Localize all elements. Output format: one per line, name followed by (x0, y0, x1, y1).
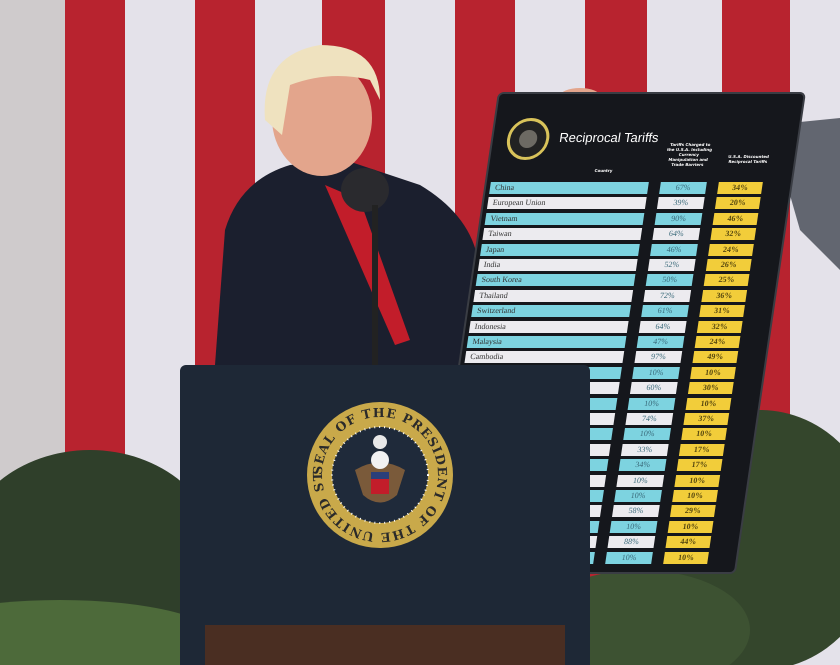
reciprocal-tariff-cell: 10% (685, 397, 732, 410)
table-row: Japan 46% 24% (480, 243, 778, 256)
reciprocal-tariff-cell: 10% (674, 474, 721, 487)
reciprocal-tariff-cell: 37% (683, 413, 730, 425)
reciprocal-tariff-cell: 29% (669, 505, 716, 518)
tariff-charged-cell: 34% (618, 459, 667, 472)
tariff-charged-cell: 10% (627, 397, 676, 410)
tariff-charged-cell: 52% (647, 259, 696, 271)
podium-base (205, 625, 565, 665)
tariff-charged-cell: 64% (652, 228, 701, 241)
table-row: European Union 39% 20% (486, 197, 785, 210)
presidential-seal-small-icon (504, 118, 553, 160)
country-cell: Vietnam (484, 212, 645, 225)
country-cell: Japan (480, 243, 640, 256)
tariff-charged-cell: 74% (625, 413, 674, 425)
header-reciprocal-tariffs: U.S.A. Discounted Reciprocal Tariffs (727, 154, 770, 164)
reciprocal-tariff-cell: 49% (692, 351, 739, 364)
country-cell: Taiwan (482, 228, 643, 241)
tariff-charged-cell: 47% (636, 336, 685, 348)
tariff-charged-cell: 10% (614, 490, 662, 502)
tariff-charged-cell: 10% (616, 474, 665, 487)
table-row: China 67% 34% (489, 182, 787, 194)
reciprocal-tariff-cell: 17% (676, 459, 723, 472)
tariff-charged-cell: 90% (654, 212, 703, 225)
tariff-charged-cell: 10% (623, 428, 671, 441)
tariff-charged-cell: 88% (607, 536, 656, 549)
tariff-charged-cell: 97% (634, 351, 683, 364)
country-cell: Cambodia (464, 351, 625, 364)
reciprocal-tariff-cell: 10% (667, 520, 714, 533)
tariff-charged-cell: 67% (659, 182, 707, 194)
reciprocal-tariff-cell: 17% (678, 443, 725, 456)
reciprocal-tariff-cell: 26% (705, 259, 752, 271)
country-cell: India (477, 259, 638, 271)
tariff-charged-cell: 39% (656, 197, 705, 210)
tariff-charged-cell: 46% (650, 243, 698, 256)
country-cell: Thailand (473, 289, 634, 302)
tariff-charged-cell: 58% (611, 505, 660, 518)
speaker (215, 45, 478, 365)
country-cell: South Korea (475, 274, 636, 287)
table-row: India 52% 26% (477, 259, 776, 271)
tariff-charged-cell: 10% (632, 366, 680, 379)
table-row: Vietnam 90% 46% (484, 212, 783, 225)
reciprocal-tariff-cell: 20% (714, 197, 761, 210)
tariff-charged-cell: 10% (609, 520, 658, 533)
reciprocal-tariff-cell: 36% (701, 289, 748, 302)
board-title: Reciprocal Tariffs (558, 130, 660, 145)
country-cell: China (489, 182, 649, 194)
reciprocal-tariff-cell: 30% (687, 382, 734, 395)
tariff-charged-cell: 33% (620, 443, 669, 456)
reciprocal-tariff-cell: 32% (696, 320, 743, 333)
table-row: South Korea 50% 25% (475, 274, 774, 287)
reciprocal-tariff-cell: 24% (694, 336, 741, 348)
reciprocal-tariff-cell: 10% (663, 551, 709, 564)
tariff-charged-cell: 72% (643, 289, 692, 302)
header-tariffs-charged: Tariffs Charged to the U.S.A. Including … (666, 142, 713, 167)
reciprocal-tariff-cell: 31% (699, 305, 745, 318)
reciprocal-tariff-cell: 10% (672, 490, 718, 502)
country-cell: European Union (486, 197, 647, 210)
tariff-charged-cell: 60% (629, 382, 678, 395)
table-row: Taiwan 64% 32% (482, 228, 780, 241)
table-row: Thailand 72% 36% (473, 289, 771, 302)
reciprocal-tariff-cell: 34% (717, 182, 763, 194)
reciprocal-tariff-cell: 24% (708, 243, 754, 256)
country-cell: Indonesia (468, 320, 629, 333)
reciprocal-tariff-cell: 46% (712, 212, 759, 225)
podium: SEAL OF THE PRESIDENT OF THE UNITED STAT… (180, 365, 590, 665)
microphone (341, 168, 389, 365)
reciprocal-tariff-cell: 44% (665, 536, 712, 549)
header-country: Country (594, 168, 613, 173)
reciprocal-tariff-cell: 10% (690, 366, 736, 379)
reciprocal-tariff-cell: 25% (703, 274, 750, 287)
table-row: Indonesia 64% 32% (468, 320, 767, 333)
country-cell: Malaysia (466, 336, 627, 348)
country-cell: Switzerland (471, 305, 631, 318)
tariff-charged-cell: 61% (641, 305, 689, 318)
tariff-charged-cell: 10% (605, 551, 653, 564)
table-row: Switzerland 61% 31% (471, 305, 769, 318)
tariff-charged-cell: 50% (645, 274, 694, 287)
table-row: Malaysia 47% 24% (466, 336, 765, 348)
presidential-seal: SEAL OF THE PRESIDENT OF THE UNITED STAT… (305, 400, 453, 548)
reciprocal-tariff-cell: 32% (710, 228, 757, 241)
tariff-charged-cell: 64% (638, 320, 687, 333)
table-row: Cambodia 97% 49% (464, 351, 762, 364)
reciprocal-tariff-cell: 10% (681, 428, 727, 441)
